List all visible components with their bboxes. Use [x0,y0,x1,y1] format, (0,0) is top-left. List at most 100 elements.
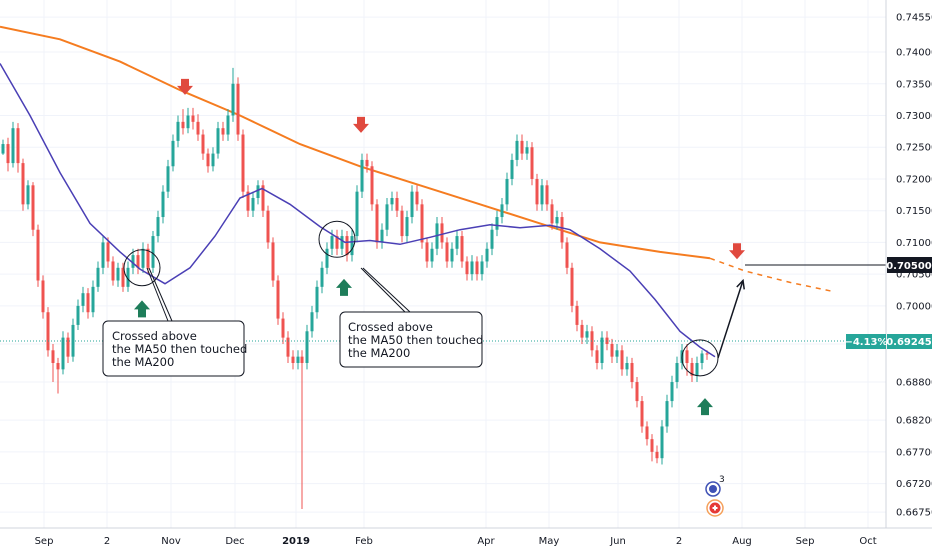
candle-body [610,343,614,357]
candle-body [570,267,574,306]
x-tick-label: May [539,536,560,547]
candle-body [320,267,324,287]
candle-body [650,439,654,452]
candle-body [181,121,185,129]
candle-body [400,210,404,237]
candles [1,67,709,509]
candle-body [241,134,245,192]
candle-body [236,83,240,135]
candle-body [660,426,664,459]
candle-body [475,261,479,275]
x-tick-label: Aug [732,536,752,547]
candle-body [36,229,40,281]
candle-body [615,350,619,357]
projection-arrow [717,280,744,359]
callout-box [339,311,483,368]
callout-pointer [360,267,406,313]
svg-text:−4.13%: −4.13% [844,337,887,348]
candle-body [16,128,20,164]
candle-body [310,312,314,332]
candle-body [355,191,359,237]
candle-body [56,363,60,370]
candle-body [585,331,589,338]
arrow-down-icon [353,116,369,133]
candle-body [380,229,384,243]
candle-body [126,267,130,287]
ma200-path [0,25,711,260]
candle-body [700,353,704,363]
candle-body [246,191,250,211]
x-tick-label: Sep [35,536,54,547]
candle-body [76,305,80,325]
candle-body [640,401,644,427]
markers [123,78,745,416]
candle-body [86,293,90,313]
candle-body [675,363,679,383]
candle-body [340,236,344,249]
candle-body [151,236,155,268]
candle-body [525,147,529,154]
highlight-circle [123,249,161,287]
candle-body [550,204,554,224]
arrow-up-icon [697,398,713,416]
x-tick-label: Feb [355,536,373,547]
candle-body [515,140,519,160]
candle-body [485,248,489,262]
candle-body [66,337,70,357]
flag-icon[interactable] [705,481,721,497]
candle-body [21,163,25,205]
y-tick-label: 0.70500 [896,270,932,281]
x-tick-label: Nov [161,536,181,547]
candle-body [535,178,539,205]
candle-body [286,337,290,357]
event-count: 3 [719,475,725,485]
candle-body [216,128,220,154]
candle-body [625,363,629,370]
callout-text: the MA50 then touched [112,342,247,356]
candle-body [455,236,459,249]
candle-body [395,198,399,211]
candle-body [360,159,364,192]
candle-body [510,159,514,179]
callout-pointer [362,267,411,313]
candle-body [530,147,534,179]
candle-body [345,236,349,256]
candle-body [161,191,165,218]
candle-body [196,121,200,135]
arrow-up-icon [134,300,150,318]
time-scale[interactable]: Sep 2 Nov Dec 2019 Feb Apr May Jun 2 Aug Sep Oct [0,527,932,547]
candle-body [116,267,120,281]
candle-body [565,242,569,268]
ma200-projection [709,257,836,293]
candle-body [46,312,50,351]
candle-body [555,217,559,224]
x-tick-label: Oct [859,536,876,547]
candle-body [690,363,694,376]
candle-body [300,356,304,363]
candle-body [415,191,419,205]
candle-body [595,350,599,363]
candle-body [176,121,180,141]
candle-body [460,236,464,262]
candle-body [26,185,30,205]
candle-body [445,242,449,262]
candle-body [266,210,270,243]
flag-icon[interactable] [706,499,724,517]
callout-pointer [146,267,169,322]
arrow-up-icon [336,278,352,296]
x-tick-label: Apr [477,536,495,547]
candle-body [121,267,125,287]
x-tick-label: 2019 [282,536,310,547]
candle-body [375,204,379,243]
candle-body [500,204,504,218]
candle-body [281,318,285,338]
